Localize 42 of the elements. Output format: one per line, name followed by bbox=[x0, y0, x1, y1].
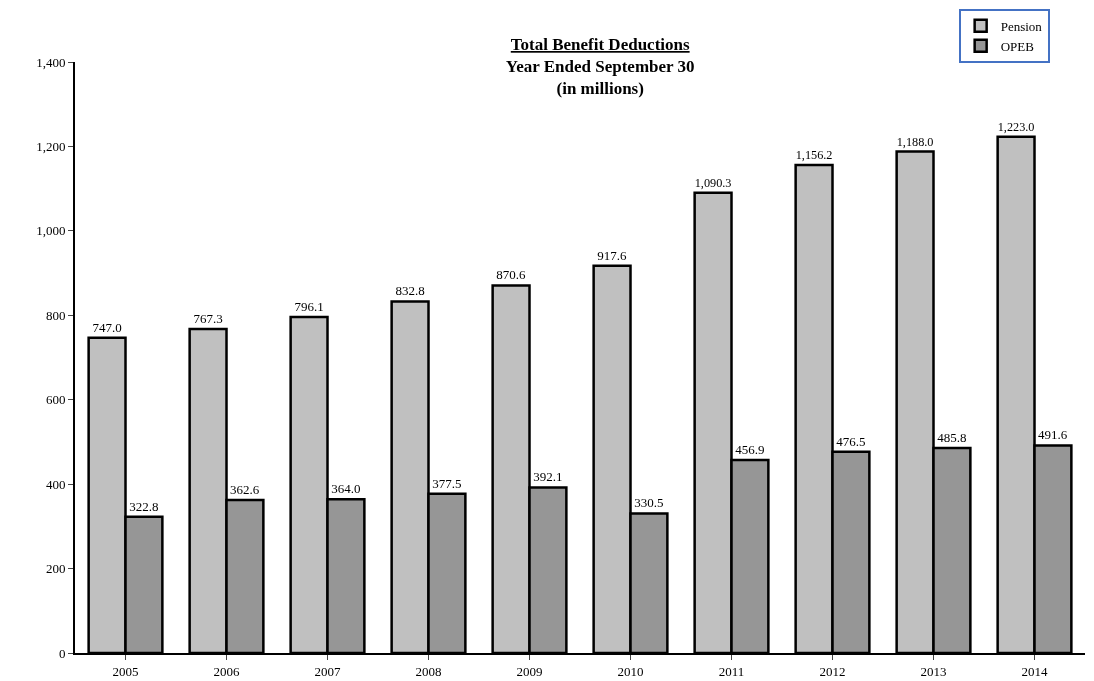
x-tick-label: 2011 bbox=[718, 663, 745, 679]
data-label: 1,156.2 bbox=[795, 148, 833, 163]
data-label: 322.8 bbox=[129, 498, 159, 514]
data-label: 330.5 bbox=[634, 495, 664, 511]
chart-subtitle: Year Ended September 30 (in millions) bbox=[505, 57, 695, 99]
data-label: 767.3 bbox=[193, 311, 223, 327]
y-tick-label: 0 bbox=[58, 645, 66, 661]
data-label: 377.5 bbox=[432, 475, 462, 491]
y-tick-label: 800 bbox=[45, 307, 66, 323]
data-label: 870.6 bbox=[496, 267, 526, 283]
x-tick-label: 2007 bbox=[314, 663, 341, 679]
y-tick-label: 600 bbox=[45, 392, 66, 408]
y-tick-label: 1,000 bbox=[36, 223, 66, 239]
x-tick-label: 2014 bbox=[1021, 663, 1048, 679]
data-label: 1,090.3 bbox=[694, 175, 732, 190]
data-label: 747.0 bbox=[92, 319, 122, 335]
y-tick-label: 1,200 bbox=[36, 138, 66, 154]
chart-title: Total Benefit Deductions bbox=[510, 35, 690, 54]
x-tick-label: 2010 bbox=[617, 663, 644, 679]
data-label: 485.8 bbox=[937, 429, 967, 445]
legend-label: Pension bbox=[1000, 18, 1043, 34]
data-label: 1,223.0 bbox=[997, 119, 1035, 134]
data-label: 364.0 bbox=[331, 481, 361, 497]
y-tick-label: 200 bbox=[45, 561, 66, 577]
x-tick-label: 2009 bbox=[516, 663, 543, 679]
legend-label: OPEB bbox=[1000, 38, 1035, 54]
data-label: 917.6 bbox=[597, 247, 627, 263]
x-tick-label: 2013 bbox=[920, 663, 947, 679]
x-tick-label: 2008 bbox=[415, 663, 442, 679]
x-tick-label: 2012 bbox=[819, 663, 846, 679]
data-label: 832.8 bbox=[395, 283, 425, 299]
x-tick-label: 2006 bbox=[213, 663, 240, 679]
data-label: 362.6 bbox=[230, 481, 260, 497]
data-label: 476.5 bbox=[836, 433, 866, 449]
y-tick-label: 1,400 bbox=[36, 54, 66, 70]
data-label: 392.1 bbox=[533, 469, 563, 485]
y-tick-label: 400 bbox=[45, 476, 66, 492]
x-tick-label: 2005 bbox=[112, 663, 139, 679]
data-label: 1,188.0 bbox=[896, 134, 934, 149]
data-label: 456.9 bbox=[735, 442, 765, 458]
data-label: 796.1 bbox=[294, 298, 324, 314]
data-label: 491.6 bbox=[1038, 427, 1068, 443]
